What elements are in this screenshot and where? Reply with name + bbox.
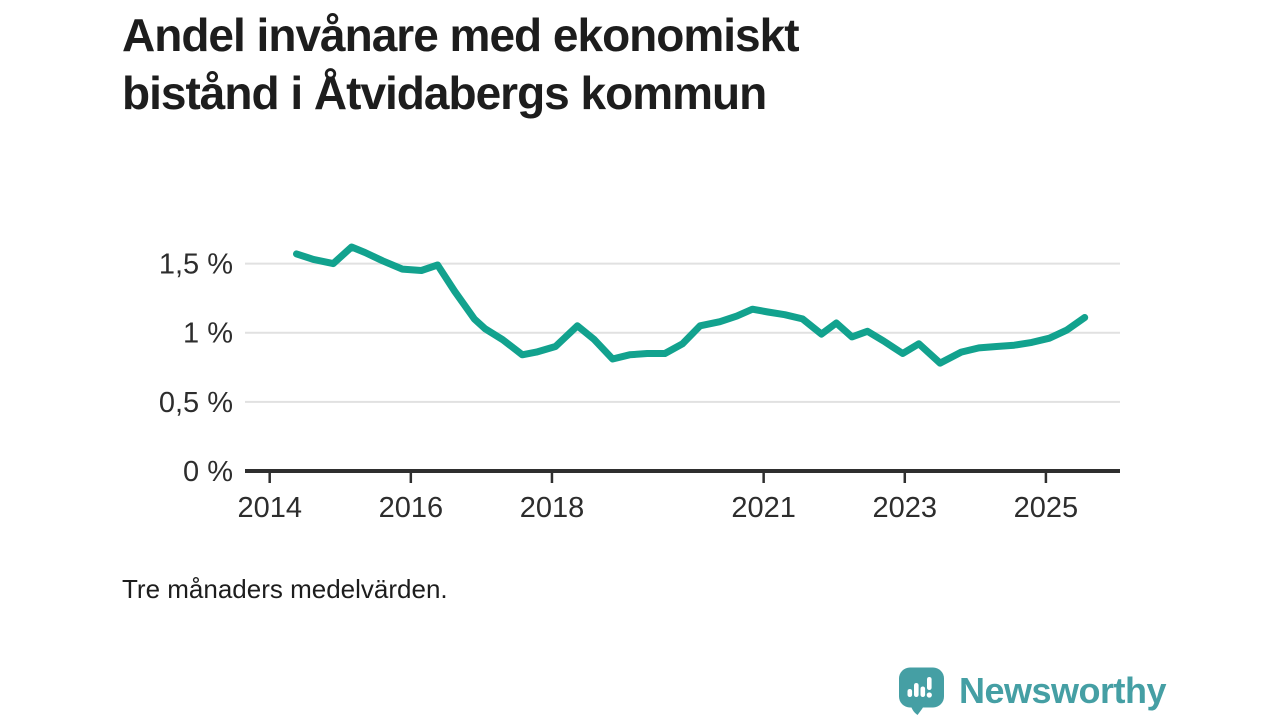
y-axis-tick-label: 0,5 % (159, 387, 233, 419)
x-axis-tick-label: 2018 (520, 492, 585, 524)
y-axis-tick-label: 0 % (183, 456, 233, 488)
x-axis-tick-label: 2025 (1014, 492, 1079, 524)
y-axis-tick-label: 1,5 % (159, 249, 233, 281)
chart-footnote: Tre månaders medelvärden. (122, 574, 448, 604)
x-axis-tick-label: 2016 (379, 492, 444, 524)
chart-title-line2: bistånd i Åtvidabergs kommun (122, 67, 767, 119)
y-axis-tick-label: 1 % (183, 318, 233, 350)
newsworthy-wordmark: Newsworthy (959, 670, 1167, 711)
bar-chart-speech-bubble-icon (899, 667, 944, 715)
x-axis-tick-label: 2021 (731, 492, 796, 524)
newsworthy-branding: Newsworthy (897, 666, 1167, 716)
chart-title: Andel invånare med ekonomiskt bistånd i … (122, 6, 800, 122)
x-axis-tick-label: 2014 (237, 492, 302, 524)
x-axis-tick-label: 2023 (873, 492, 938, 524)
chart-title-line1: Andel invånare med ekonomiskt (122, 9, 800, 61)
data-line (293, 243, 1089, 367)
